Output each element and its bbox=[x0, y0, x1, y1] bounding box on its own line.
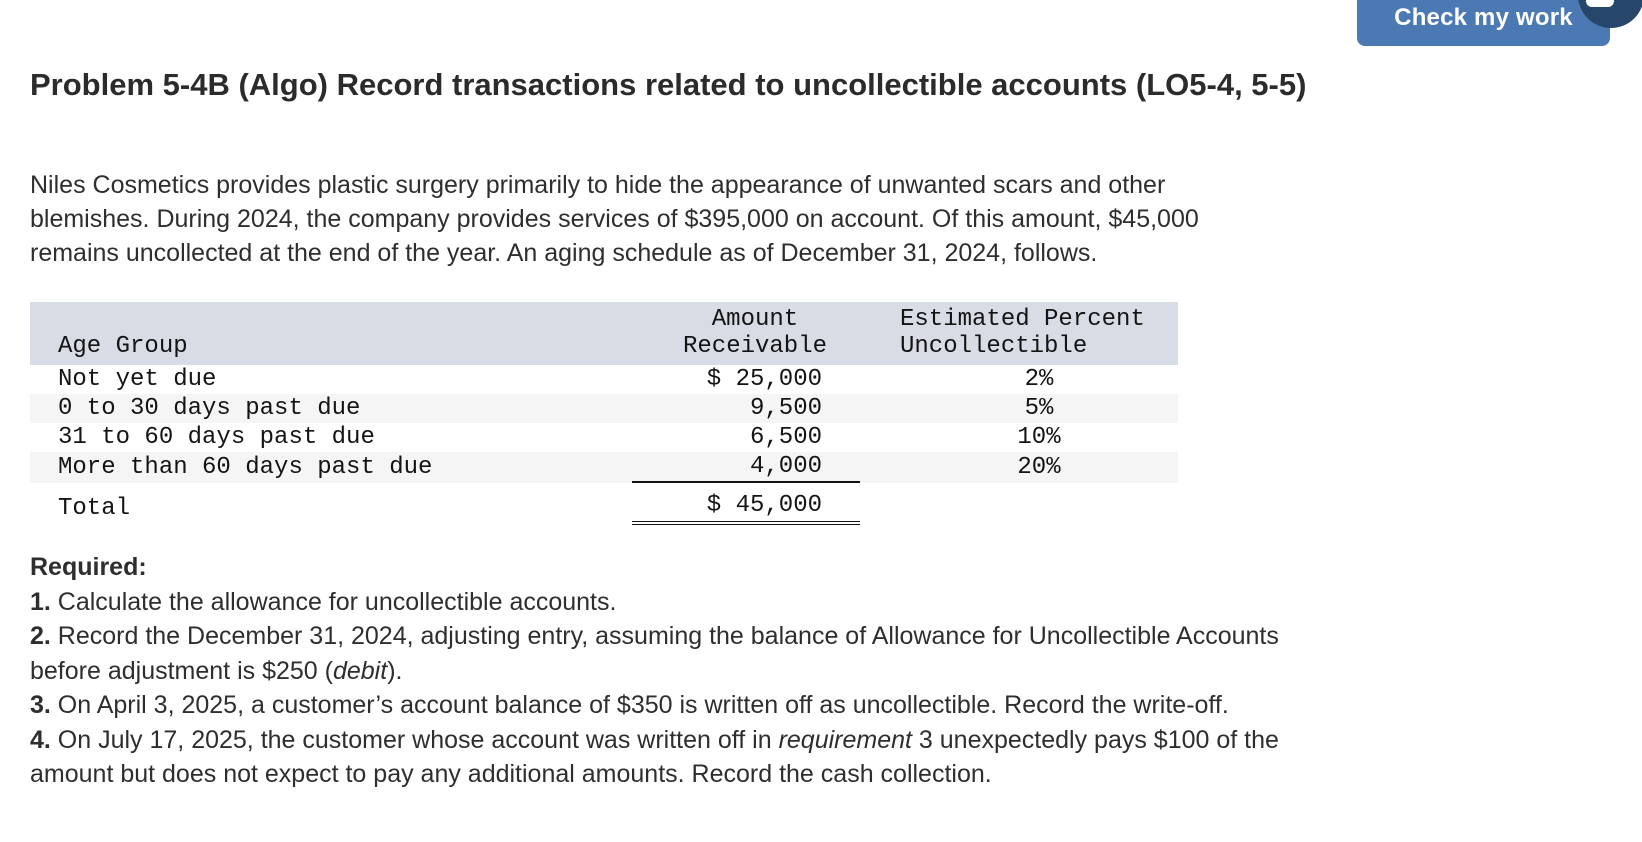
amount-cell: 4,000 bbox=[610, 452, 900, 483]
percent-cell bbox=[900, 483, 1178, 525]
age-group-cell: 0 to 30 days past due bbox=[30, 394, 610, 423]
required-section: Required: 1. Calculate the allowance for… bbox=[30, 550, 1610, 792]
percent-cell: 5% bbox=[900, 394, 1178, 423]
intro-line: blemishes. During 2024, the company prov… bbox=[30, 205, 1199, 233]
total-label: Total bbox=[58, 494, 131, 522]
problem-intro: Niles Cosmetics provides plastic surgery… bbox=[30, 168, 1610, 270]
required-text: Record the December 31, 2024, adjusting … bbox=[57, 622, 1279, 650]
aging-schedule-table: Age Group Amount Receivable Estimated Perce… bbox=[30, 302, 1178, 525]
percent-cell: 10% bbox=[1017, 424, 1061, 451]
age-group-cell: More than 60 days past due bbox=[30, 452, 610, 483]
amount-cell: $ 25,000 bbox=[610, 365, 900, 394]
required-item-line: 1. Calculate the allowance for uncollect… bbox=[30, 585, 1610, 620]
percent-cell: 2% bbox=[1024, 366, 1054, 393]
italic-text: debit bbox=[332, 656, 388, 685]
check-my-work-button[interactable]: Check my work bbox=[1357, 0, 1610, 46]
amount-value: 9,500 bbox=[749, 395, 822, 422]
age-group-cell: Not yet due bbox=[58, 366, 217, 393]
table-header-row: Age Group Amount Receivable Estimated Perce… bbox=[30, 302, 1178, 365]
required-item-line: 3. On April 3, 2025, a customer’s accoun… bbox=[30, 688, 1610, 723]
required-item-number: 4. bbox=[30, 725, 58, 754]
amount-cell: 6,500 bbox=[610, 423, 900, 452]
required-item: 3. On April 3, 2025, a customer’s accoun… bbox=[30, 688, 1610, 723]
required-item-line: 4. On July 17, 2025, the customer whose … bbox=[30, 723, 1610, 758]
required-item-line: before adjustment is $250 (debit). bbox=[30, 654, 1610, 689]
total-amount-value: $ 45,000 bbox=[632, 491, 860, 525]
table-row: 31 to 60 days past due 6,500 10% bbox=[30, 423, 1178, 452]
total-amount-cell: $ 45,000 bbox=[610, 483, 900, 525]
col-header-amount-receivable: Amount Receivable bbox=[610, 302, 900, 365]
badge-icon bbox=[1586, 0, 1614, 7]
table-header: Age Group Amount Receivable Estimated Perce… bbox=[30, 302, 1178, 365]
required-item-line: 2. Record the December 31, 2024, adjusti… bbox=[30, 619, 1610, 654]
intro-line: Niles Cosmetics provides plastic surgery… bbox=[30, 171, 1166, 199]
table-body: Not yet due $ 25,000 2% 0 to 30 days past d… bbox=[30, 365, 1178, 525]
italic-text: requirement bbox=[778, 725, 912, 754]
required-item: 4. On July 17, 2025, the customer whose … bbox=[30, 723, 1610, 792]
required-items: 1. Calculate the allowance for uncollect… bbox=[30, 585, 1610, 792]
required-item-number: 1. bbox=[30, 587, 58, 616]
required-text: before adjustment is $250 ( bbox=[30, 656, 333, 685]
amount-value: 4,000 bbox=[632, 452, 860, 483]
amount-cell: 9,500 bbox=[610, 394, 900, 423]
required-text: 3 unexpectedly pays $100 of the bbox=[911, 725, 1279, 754]
col-header-age-group: Age Group bbox=[30, 302, 610, 365]
required-text: amount but does not expect to pay any ad… bbox=[30, 760, 992, 788]
amount-value: 6,500 bbox=[749, 424, 822, 451]
table-row: Not yet due $ 25,000 2% bbox=[30, 365, 1178, 394]
amount-value: $ 25,000 bbox=[706, 366, 822, 393]
required-item: 1. Calculate the allowance for uncollect… bbox=[30, 585, 1610, 620]
table-row: 0 to 30 days past due 9,500 5% bbox=[30, 394, 1178, 423]
percent-cell: 20% bbox=[900, 452, 1178, 483]
required-item-number: 2. bbox=[30, 622, 58, 650]
page-title: Problem 5-4B (Algo) Record transactions … bbox=[30, 67, 1307, 102]
intro-line: remains uncollected at the end of the ye… bbox=[30, 239, 1098, 267]
required-heading: Required: bbox=[30, 553, 147, 581]
required-item-line: amount but does not expect to pay any ad… bbox=[30, 757, 1610, 792]
col-header-estimated-percent: Estimated Percent Uncollectible bbox=[900, 302, 1178, 365]
required-item-number: 3. bbox=[30, 691, 58, 719]
table-row: More than 60 days past due 4,000 20% bbox=[30, 452, 1178, 483]
age-group-cell: 31 to 60 days past due bbox=[58, 424, 375, 451]
required-text: On July 17, 2025, the customer whose acc… bbox=[57, 725, 779, 754]
required-item: 2. Record the December 31, 2024, adjusti… bbox=[30, 619, 1610, 688]
required-text: On April 3, 2025, a customer’s account b… bbox=[57, 691, 1229, 719]
required-text: Calculate the allowance for uncollectibl… bbox=[57, 587, 617, 616]
table-total-row: Total $ 45,000 bbox=[30, 483, 1178, 525]
required-text: ). bbox=[387, 656, 403, 685]
